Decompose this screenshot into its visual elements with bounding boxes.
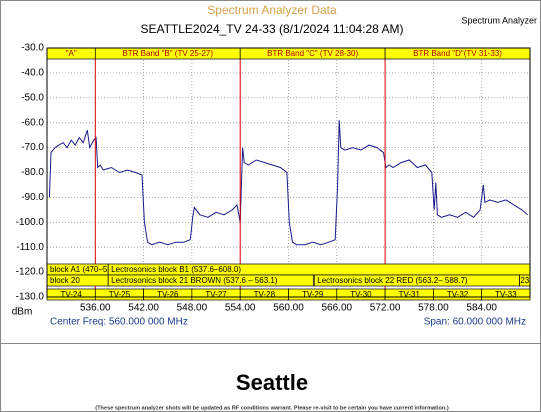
chart-title: Spectrum Analyzer Data	[207, 3, 337, 17]
band-label: TV-25	[109, 290, 131, 299]
band-label: TV-28	[254, 290, 276, 299]
y-tick-label: -50.0	[21, 92, 44, 103]
plot-border	[46, 47, 531, 298]
y-tick-label: -60.0	[21, 117, 44, 128]
x-tick-label: 566.00	[322, 303, 353, 314]
x-tick-label: 548.00	[177, 303, 208, 314]
band-label: Lectrosonics block 22 RED (563.2– 588.7)	[317, 276, 468, 285]
band-label: BTR Band "D"(TV 31-33)	[413, 49, 502, 58]
band	[107, 274, 314, 287]
band-label: BTR Band "B" (TV 25-27)	[122, 49, 213, 58]
footnote: (These spectrum analyzer shots will be u…	[95, 405, 449, 411]
band-label: TV-29	[302, 290, 324, 299]
y-tick-label: -120.0	[16, 267, 45, 278]
band-label: "A"	[66, 49, 77, 58]
y-tick-label: -70.0	[21, 142, 44, 153]
y-unit: dBm	[12, 307, 33, 318]
x-tick-label: 542.00	[128, 303, 159, 314]
trace	[48, 120, 528, 246]
x-tick-label: 536.00	[80, 303, 111, 314]
band-label: TV-32	[447, 290, 469, 299]
y-tick-label: -40.0	[21, 68, 44, 79]
band-label: TV-30	[350, 290, 372, 299]
center-freq: Center Freq: 560.000 000 MHz	[50, 317, 188, 328]
band-label: Lectrosonics block 21 BROWN (537.6 – 563…	[111, 276, 278, 285]
chart-subtitle: SEATTLE2024_TV 24-33 (8/1/2024 11:04:28 …	[140, 22, 403, 36]
band-label: block 20	[50, 276, 80, 285]
span: Span: 60.000 000 MHz	[424, 317, 526, 328]
band-label: BTR Band "C" (TV 28-30)	[267, 49, 358, 58]
x-tick-label: 584.00	[466, 303, 497, 314]
y-tick-label: -130.0	[16, 292, 45, 303]
band-label: TV-31	[399, 290, 421, 299]
y-tick-label: -80.0	[21, 167, 44, 178]
band-label: TV-27	[205, 290, 227, 299]
x-tick-label: 560.00	[273, 303, 304, 314]
x-tick-label: 554.00	[225, 303, 256, 314]
x-tick-label: 572.00	[370, 303, 401, 314]
y-tick-label: -110.0	[16, 242, 44, 253]
band-label: TV-33	[495, 290, 517, 299]
band-label: TV-24	[60, 290, 82, 299]
band-label: Lectrosonics block B1 (537.6–608.0)	[111, 265, 241, 274]
location: Seattle	[236, 370, 308, 395]
y-tick-label: -90.0	[21, 192, 44, 203]
corner-label: Spectrum Analyzer	[461, 15, 537, 25]
x-tick-label: 578.00	[418, 303, 449, 314]
band-label: block A1 (470–537.6)	[50, 265, 126, 274]
band-label: 23	[520, 276, 529, 285]
y-tick-label: -30.0	[21, 43, 44, 54]
y-tick-label: -100.0	[16, 217, 45, 228]
band-label: TV-26	[157, 290, 179, 299]
